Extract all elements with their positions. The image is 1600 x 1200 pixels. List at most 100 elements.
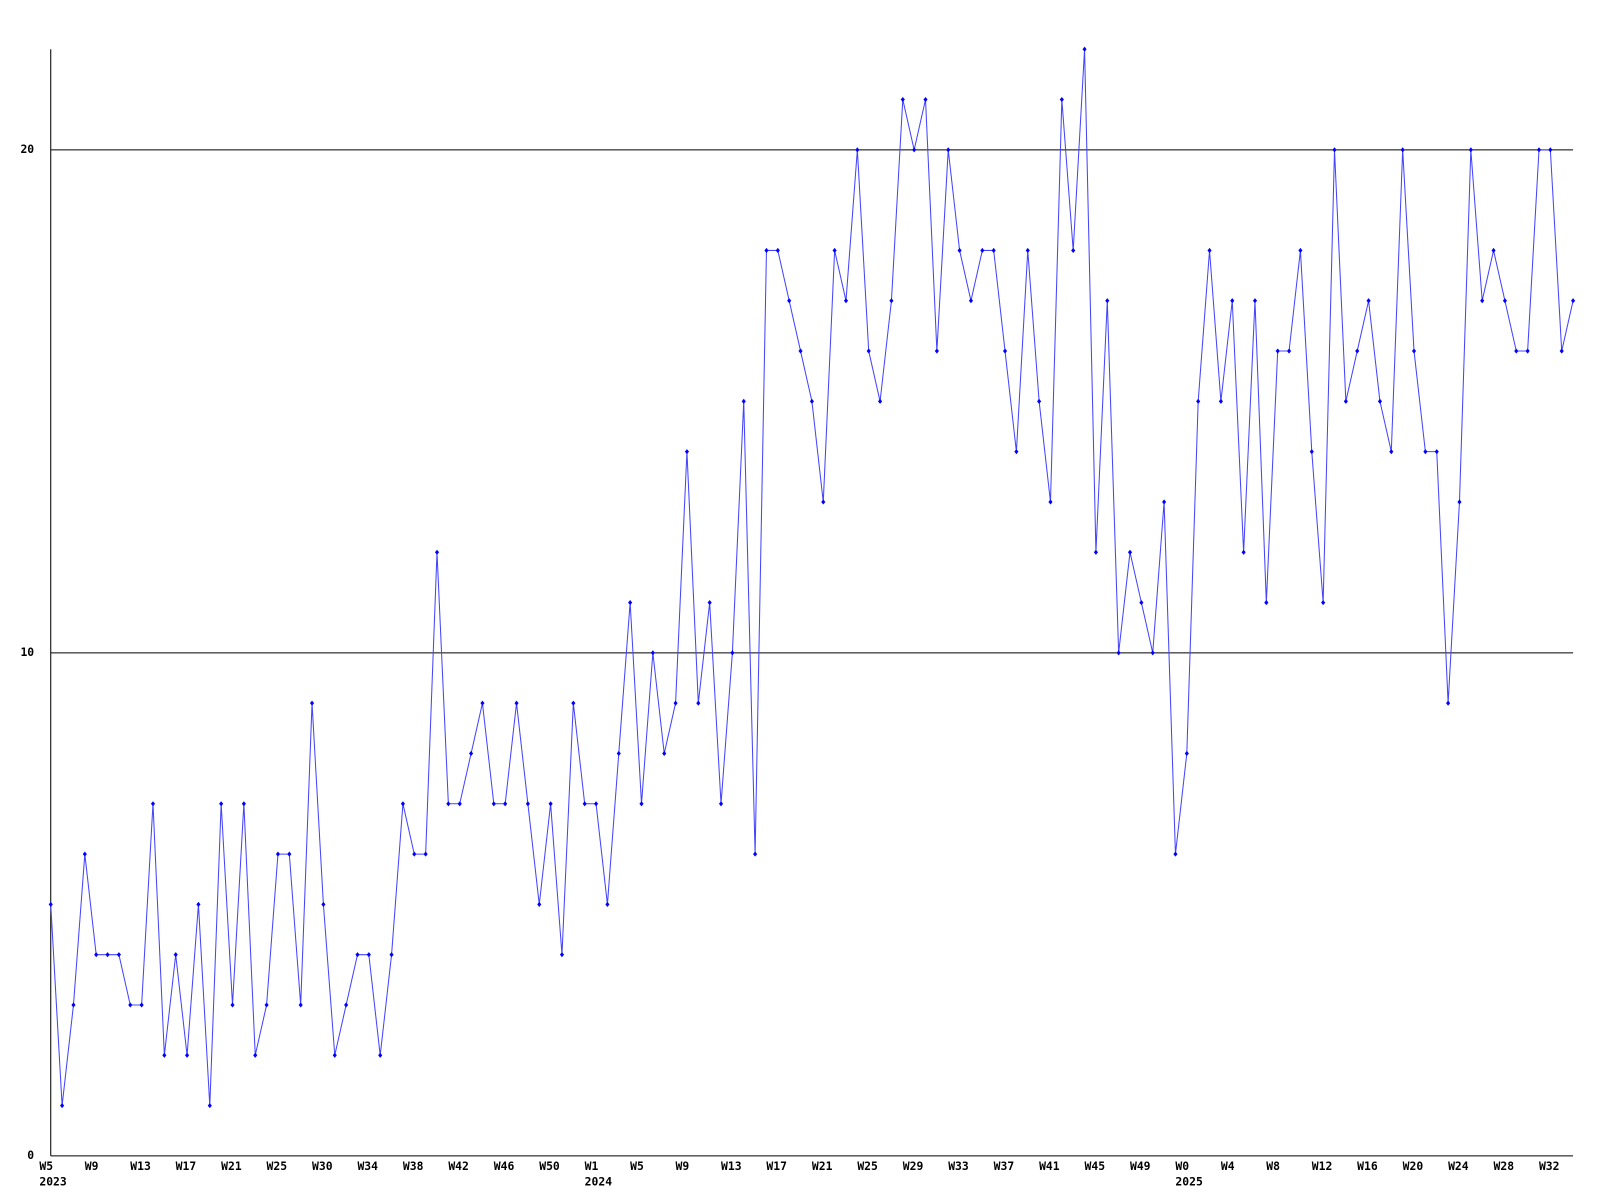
point-marker <box>1184 750 1189 757</box>
point-marker <box>1457 499 1462 505</box>
point-marker <box>684 449 690 455</box>
x-year-label: 2025 <box>1175 1175 1203 1189</box>
x-tick-label: W5 <box>630 1159 644 1173</box>
point-marker <box>230 1002 235 1008</box>
x-tick-label: W28 <box>1494 1159 1515 1173</box>
point-marker <box>1275 348 1280 354</box>
x-year-label: 2023 <box>39 1175 67 1189</box>
x-tick-label: W9 <box>676 1159 690 1173</box>
point-marker <box>673 700 678 706</box>
point-marker <box>1298 247 1303 254</box>
point-marker <box>446 801 451 807</box>
x-tick-label: W13 <box>721 1159 742 1173</box>
x-tick-label: W50 <box>539 1159 560 1173</box>
point-marker <box>275 851 281 857</box>
point-marker <box>537 901 542 907</box>
point-marker <box>469 750 474 757</box>
point-marker <box>718 801 724 807</box>
point-marker <box>1037 398 1042 404</box>
point-marker <box>593 801 599 807</box>
point-marker <box>832 247 837 254</box>
point-marker <box>1343 398 1348 404</box>
point-marker <box>1207 247 1212 254</box>
point-marker <box>968 298 974 304</box>
point-marker <box>139 1002 144 1008</box>
point-marker <box>503 801 508 807</box>
point-marker <box>707 600 712 606</box>
y-tick-label: 10 <box>20 645 34 659</box>
point-marker <box>1480 298 1485 304</box>
point-marker <box>1082 46 1087 52</box>
x-tick-label: W32 <box>1539 1159 1560 1173</box>
point-marker <box>128 1002 133 1008</box>
point-marker <box>116 952 121 958</box>
point-marker <box>1218 398 1223 404</box>
point-marker <box>71 1002 76 1008</box>
x-tick-label: W37 <box>994 1159 1015 1173</box>
point-marker <box>1093 549 1098 555</box>
point-marker <box>1116 650 1121 656</box>
point-marker <box>1230 298 1235 304</box>
point-marker <box>491 801 496 807</box>
y-tick-label: 20 <box>20 142 34 156</box>
point-marker <box>48 901 53 907</box>
point-marker <box>559 952 565 958</box>
point-marker <box>1332 147 1337 153</box>
x-tick-label: W25 <box>857 1159 878 1173</box>
x-tick-label: W17 <box>766 1159 787 1173</box>
x-tick-label: W17 <box>176 1159 197 1173</box>
point-marker <box>843 298 849 304</box>
x-tick-label: W12 <box>1312 1159 1333 1173</box>
point-marker <box>1002 348 1008 354</box>
point-marker <box>1548 147 1553 153</box>
point-marker <box>241 801 246 807</box>
point-marker <box>1400 147 1405 153</box>
point-marker <box>628 600 633 606</box>
point-marker <box>173 952 178 958</box>
x-tick-label: W13 <box>130 1159 151 1173</box>
point-marker <box>287 851 292 857</box>
point-marker <box>1048 499 1053 505</box>
point-marker <box>514 700 519 706</box>
point-marker <box>855 147 860 153</box>
point-marker <box>866 348 871 354</box>
point-marker <box>764 247 769 254</box>
point-marker <box>94 952 99 958</box>
point-marker <box>457 801 462 807</box>
point-marker <box>616 750 621 757</box>
point-marker <box>821 499 826 505</box>
x-tick-label: W45 <box>1085 1159 1106 1173</box>
point-marker <box>548 801 553 807</box>
point-marker <box>1411 348 1417 354</box>
point-marker <box>309 700 315 706</box>
point-marker <box>400 801 405 807</box>
point-marker <box>1571 298 1576 304</box>
point-marker <box>1321 600 1326 606</box>
point-marker <box>957 247 962 254</box>
point-marker <box>480 700 485 706</box>
point-marker <box>1252 298 1258 304</box>
point-marker <box>934 348 939 354</box>
point-marker <box>1196 398 1201 404</box>
point-marker <box>787 298 792 304</box>
point-marker <box>1162 499 1167 505</box>
point-marker <box>878 398 883 404</box>
point-marker <box>730 650 735 656</box>
point-marker <box>185 1052 190 1058</box>
point-marker <box>741 398 746 404</box>
x-tick-label: W49 <box>1130 1159 1151 1173</box>
point-marker <box>1286 348 1292 354</box>
point-marker <box>1559 348 1564 354</box>
point-marker <box>571 700 576 706</box>
point-marker <box>639 801 644 807</box>
point-marker <box>1423 449 1428 455</box>
x-tick-label: W41 <box>1039 1159 1060 1173</box>
x-tick-label: W29 <box>903 1159 924 1173</box>
x-tick-label: W8 <box>1266 1159 1280 1173</box>
point-marker <box>582 801 587 807</box>
point-marker <box>150 801 156 807</box>
point-marker <box>696 700 701 706</box>
point-marker <box>1059 96 1064 103</box>
point-marker <box>1525 348 1530 354</box>
point-marker <box>1241 549 1246 555</box>
